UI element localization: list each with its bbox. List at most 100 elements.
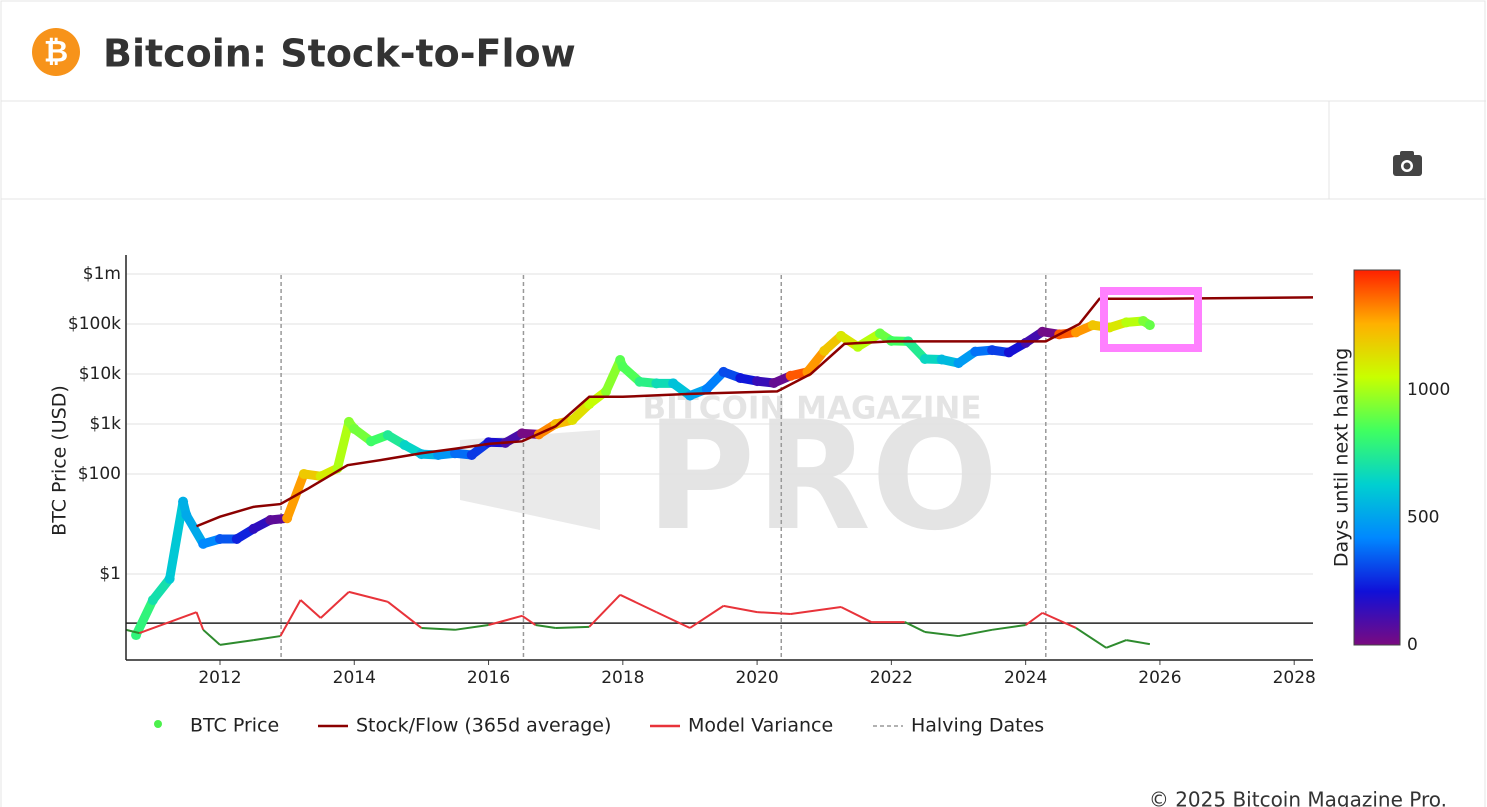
watermark-logo [460, 430, 600, 530]
variance-segment [488, 614, 523, 626]
variance-segment [555, 625, 590, 629]
price-point [601, 386, 612, 397]
price-point [147, 595, 158, 606]
variance-segment [723, 604, 758, 614]
variance-segment [348, 590, 389, 603]
variance-segment [1042, 611, 1077, 629]
variance-segment [1126, 639, 1151, 646]
price-connector [332, 417, 354, 473]
price-point [819, 345, 830, 356]
variance-segment [521, 614, 537, 626]
price-point [785, 370, 796, 381]
variance-segment [279, 599, 302, 637]
x-tick-label: 2026 [1138, 668, 1181, 688]
variance-segment [299, 599, 322, 619]
price-point [1037, 326, 1048, 337]
colorbar-title: Days until next halving [1331, 348, 1353, 567]
x-tick-label: 2020 [735, 668, 778, 688]
price-point [1071, 327, 1082, 338]
price-point [265, 515, 276, 526]
watermark-text: PRO [646, 390, 999, 564]
variance-segment [924, 631, 959, 638]
x-tick-label: 2016 [467, 668, 510, 688]
price-point [768, 378, 779, 389]
price-point [651, 378, 662, 389]
price-point [214, 534, 225, 545]
bitcoin-icon [32, 28, 80, 76]
y-axis-title: BTC Price (USD) [49, 385, 71, 536]
y-tick-label: $100 [78, 464, 121, 484]
price-connector [181, 510, 208, 549]
price-point [349, 423, 360, 434]
price-point [953, 358, 964, 369]
price-point [584, 399, 595, 410]
variance-segment [904, 621, 926, 633]
camera-lens-inner[interactable] [1403, 162, 1411, 170]
price-point [1087, 320, 1098, 331]
camera-top[interactable] [1400, 151, 1414, 157]
bitcoin-glyph: ₿ [44, 35, 68, 70]
price-connector [165, 497, 188, 584]
price-point [617, 361, 628, 372]
variance-segment [219, 639, 254, 646]
y-tick-label: $100k [68, 314, 121, 334]
variance-segment [320, 591, 350, 619]
price-connector [131, 595, 158, 640]
price-point [298, 468, 309, 479]
variance-segment [454, 624, 489, 631]
legend-label: BTC Price [190, 715, 279, 737]
legend-label: Halving Dates [911, 715, 1044, 737]
x-tick-label: 2022 [870, 668, 913, 688]
variance-segment [202, 629, 221, 646]
price-point [466, 449, 477, 460]
variance-segment [139, 611, 197, 635]
variance-segment [689, 605, 725, 629]
legend-marker [154, 720, 162, 728]
price-point [231, 534, 242, 545]
price-point [919, 353, 930, 364]
variance-segment [195, 611, 205, 631]
variance-segment [253, 635, 281, 642]
price-point [634, 376, 645, 387]
price-point [366, 436, 377, 447]
price-point [282, 513, 293, 524]
price-point [936, 354, 947, 365]
x-tick-label: 2014 [333, 668, 376, 688]
variance-segment [840, 606, 872, 623]
price-point [970, 346, 981, 357]
x-tick-label: 2018 [601, 668, 644, 688]
footer: © 2025 Bitcoin Magazine Pro. [1149, 788, 1447, 807]
legend-label: Model Variance [688, 715, 833, 737]
variance-segment [421, 626, 456, 631]
price-point [735, 373, 746, 384]
price-point [449, 448, 460, 459]
price-point [399, 439, 410, 450]
colorbar [1353, 269, 1401, 646]
variance-segment [991, 624, 1026, 631]
variance-segment [125, 628, 140, 635]
price-point [1003, 347, 1014, 358]
price-point [178, 496, 189, 507]
legend-label: Stock/Flow (365d average) [356, 715, 611, 737]
price-point [684, 390, 695, 401]
price-point [248, 523, 259, 534]
price-point [874, 328, 885, 339]
price-point [987, 345, 998, 356]
price-point [382, 430, 393, 441]
camera-button[interactable] [1393, 151, 1422, 176]
variance-segment [588, 594, 621, 628]
variance-segment [387, 601, 423, 629]
y-tick-label: $10k [79, 364, 121, 384]
page-title: Bitcoin: Stock-to-Flow [103, 32, 576, 76]
price-point [164, 573, 175, 584]
price-point [701, 384, 712, 395]
price-point [1020, 337, 1031, 348]
variance-segment [757, 611, 791, 615]
highlight-box [1100, 287, 1202, 352]
stock-flow-line [196, 296, 1314, 528]
y-tick-label: $1k [90, 414, 122, 434]
price-point [836, 330, 847, 341]
y-tick-label: $1 [99, 564, 121, 584]
